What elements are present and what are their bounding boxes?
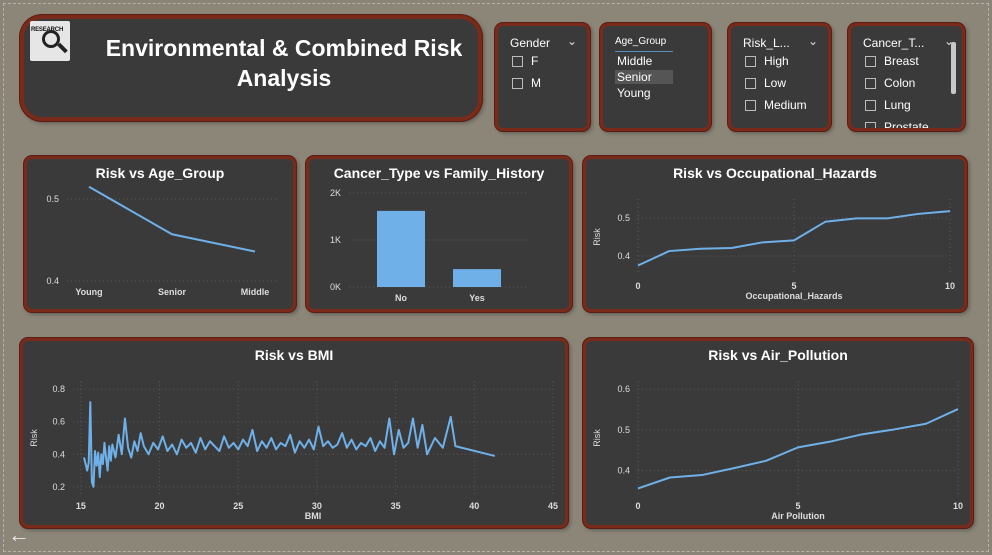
cancer-option-prostate[interactable]: Prostate (865, 120, 929, 128)
bar (377, 210, 425, 287)
y-axis-label: Risk (592, 429, 602, 447)
gender-option-f[interactable]: F (512, 54, 538, 68)
series-line (637, 210, 951, 267)
x-tick-label: Young (75, 287, 102, 297)
gender-slicer[interactable]: Gender ⌄ F M (495, 23, 590, 131)
y-tick-label: 2K (330, 188, 341, 198)
y-tick-label: 0.4 (617, 466, 630, 476)
risk-level-slicer[interactable]: Risk_L... ⌄ High Low Medium (728, 23, 831, 131)
x-axis-label: Occupational_Hazards (745, 291, 842, 301)
x-tick-label: 15 (76, 501, 86, 511)
risk-level-slicer-label: Risk_L... (743, 36, 790, 50)
x-tick-label: 5 (791, 281, 796, 291)
checkbox[interactable] (865, 121, 876, 128)
x-tick-label: 5 (795, 501, 800, 511)
y-tick-label: 0.4 (52, 449, 65, 459)
checkbox[interactable] (745, 99, 756, 111)
checkbox[interactable] (512, 55, 523, 67)
y-axis-label: Risk (29, 429, 39, 447)
series-line (83, 401, 496, 488)
age-option-middle[interactable]: Middle (617, 54, 653, 68)
bar (453, 269, 501, 287)
y-tick-label: 0.6 (617, 384, 630, 394)
cancer-type-slicer[interactable]: Cancer_T... ⌄ Breast Colon Lung Prostate (848, 23, 965, 131)
age-group-slicer-label: Age_Group (615, 36, 667, 47)
slicer-scrollbar[interactable] (951, 42, 956, 94)
cancer-type-slicer-label: Cancer_T... (863, 36, 925, 50)
gender-slicer-label: Gender (510, 36, 551, 50)
cancer-family-chart: 0K 1K 2K No Yes (330, 188, 529, 303)
risk-age-chart-title: Risk vs Age_Group (95, 165, 225, 181)
y-tick-label: 0.5 (46, 194, 59, 204)
risk-occupational-chart: 0.4 0.5 0 5 10 Occupational_Hazards Risk (592, 199, 955, 301)
x-tick-label: 0 (635, 501, 640, 511)
risk-air-pollution-chart: 0.4 0.5 0.6 0 5 10 Air Pollution Risk (592, 381, 963, 521)
x-tick-label: 45 (548, 501, 558, 511)
chevron-down-icon[interactable]: ⌄ (566, 34, 577, 48)
age-option-senior[interactable]: Senior (615, 70, 673, 84)
cancer-option-breast[interactable]: Breast (865, 54, 919, 68)
series-line (637, 408, 959, 490)
research-logo-icon: RESEARCH (30, 21, 70, 61)
risk-occupational-chart-card: Risk vs Occupational_Hazards 0.4 0.5 0 5 10 O… (583, 156, 967, 312)
x-tick-label: 30 (312, 501, 322, 511)
y-tick-label: 0.6 (52, 417, 65, 427)
y-tick-label: 0.4 (46, 276, 59, 286)
risk-bmi-chart-title: Risk vs BMI (254, 347, 334, 363)
checkbox[interactable] (865, 99, 876, 111)
gender-option-m[interactable]: M (512, 76, 541, 90)
cancer-family-chart-title: Cancer_Type vs Family_History (333, 165, 545, 181)
y-axis-label: Risk (592, 228, 602, 246)
x-axis-label: Air Pollution (771, 511, 825, 521)
risk-option-high[interactable]: High (745, 54, 789, 68)
x-tick-label: 0 (635, 281, 640, 291)
chevron-down-icon[interactable]: ⌄ (943, 34, 954, 48)
x-tick-label: 10 (953, 501, 963, 511)
x-tick-label: 20 (155, 501, 165, 511)
risk-air-pollution-chart-title: Risk vs Air_Pollution (708, 347, 848, 363)
x-tick-label: Middle (241, 287, 270, 297)
risk-bmi-chart-card: Risk vs BMI 0.2 0.4 0.6 0.8 15 20 25 30 35 40 45 BM… (20, 338, 568, 528)
checkbox[interactable] (865, 77, 876, 89)
x-tick-label: 25 (233, 501, 243, 511)
back-arrow-icon[interactable]: ← (8, 522, 30, 547)
x-tick-label: 35 (391, 501, 401, 511)
risk-age-chart-card: Risk vs Age_Group 0.4 0.5 Young Senior Middl… (24, 156, 296, 312)
y-tick-label: 0.8 (52, 384, 65, 394)
risk-occupational-chart-title: Risk vs Occupational_Hazards (673, 165, 877, 181)
y-tick-label: 1K (330, 235, 341, 245)
x-tick-label: Senior (158, 287, 187, 297)
checkbox[interactable] (745, 55, 756, 67)
checkbox[interactable] (512, 77, 523, 89)
risk-bmi-chart: 0.2 0.4 0.6 0.8 15 20 25 30 35 40 45 BMI Risk (29, 381, 558, 521)
risk-option-medium[interactable]: Medium (745, 98, 807, 112)
y-tick-label: 0.5 (617, 213, 630, 223)
y-tick-label: 0K (330, 282, 341, 292)
cancer-family-chart-card: Cancer_Type vs Family_History 0K 1K 2K No Ye… (306, 156, 572, 312)
x-tick-label: Yes (469, 293, 485, 303)
risk-air-pollution-chart-card: Risk vs Air_Pollution 0.4 0.5 0.6 0 5 10 Air P… (583, 338, 973, 528)
cancer-option-lung[interactable]: Lung (865, 98, 911, 112)
risk-age-chart: 0.4 0.5 Young Senior Middle (46, 185, 277, 297)
title-card: RESEARCH Environmental & Combined Risk A… (20, 15, 482, 121)
cancer-option-colon[interactable]: Colon (865, 76, 915, 90)
y-tick-label: 0.5 (617, 425, 630, 435)
risk-option-low[interactable]: Low (745, 76, 786, 90)
chevron-down-icon[interactable]: ⌄ (807, 34, 818, 48)
x-tick-label: 40 (469, 501, 479, 511)
checkbox[interactable] (865, 55, 876, 67)
checkbox[interactable] (745, 77, 756, 89)
x-axis-label: BMI (305, 511, 322, 521)
x-tick-label: No (395, 293, 407, 303)
page-title: Environmental & Combined Risk Analysis (105, 35, 463, 91)
age-option-young[interactable]: Young (617, 86, 651, 100)
y-tick-label: 0.4 (617, 251, 630, 261)
x-tick-label: 10 (945, 281, 955, 291)
age-group-slicer[interactable]: Age_Group Middle Senior Young (600, 23, 711, 131)
series-line (88, 185, 256, 253)
y-tick-label: 0.2 (52, 482, 65, 492)
